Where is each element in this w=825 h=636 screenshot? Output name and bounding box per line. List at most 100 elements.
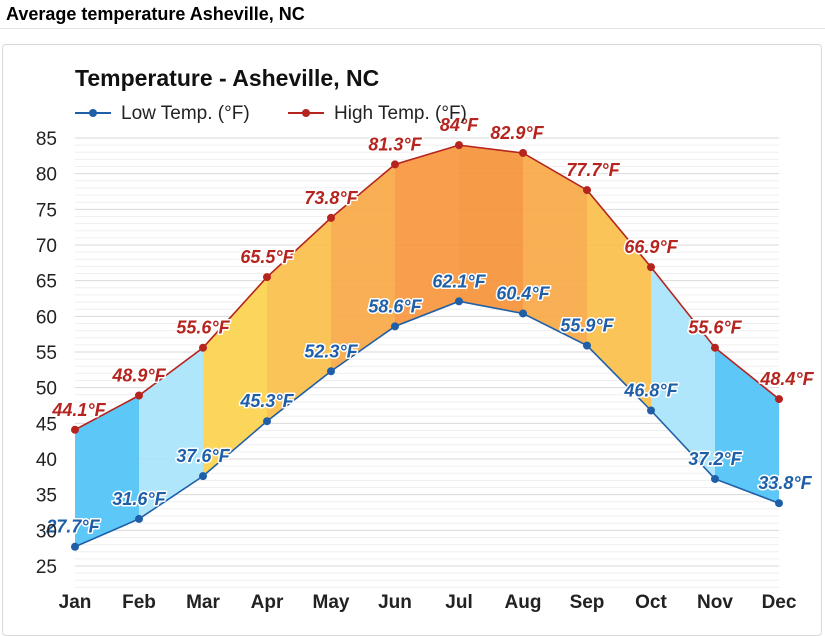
high-point-oct [647, 263, 655, 272]
high-point-jan [71, 425, 79, 434]
low-label-sep: 55.9°F [560, 316, 614, 336]
temperature-chart: 27.7°F 31.6°F 37.6°F 45.3°F 52.3°F 58.6°F 62.1… [36, 65, 816, 613]
high-label-aug: 82.9°F [490, 123, 544, 143]
high-label-jul: 84°F [440, 115, 479, 135]
legend-low[interactable]: Low Temp. (°F) [75, 103, 250, 124]
high-point-dec [775, 395, 783, 404]
low-point-jan [71, 542, 79, 551]
chart-title: Temperature - Asheville, NC [75, 65, 379, 91]
high-point-may [327, 213, 335, 222]
band-jan [75, 395, 139, 547]
page-header: Average temperature Asheville, NC [0, 0, 825, 29]
low-point-nov [711, 474, 719, 483]
x-tick-jul: Jul [445, 592, 472, 613]
y-tick-label: 50 [36, 379, 57, 400]
low-label-oct: 46.8°F [623, 380, 678, 400]
low-label-feb: 31.6°F [112, 489, 166, 509]
high-label-jun: 81.3°F [368, 134, 422, 154]
low-label-nov: 37.2°F [688, 449, 742, 469]
low-point-may [327, 367, 335, 376]
low-label-may: 52.3°F [304, 341, 358, 361]
high-point-jul [455, 141, 463, 150]
page-heading: Average temperature Asheville, NC [6, 4, 305, 24]
low-point-aug [519, 309, 527, 318]
high-point-sep [583, 186, 591, 195]
high-point-apr [263, 273, 271, 282]
high-temp-line [74, 144, 780, 431]
high-point-jun [391, 160, 399, 169]
x-tick-jan: Jan [59, 592, 92, 613]
legend-high-label: High Temp. (°F) [334, 103, 467, 124]
low-point-sep [583, 341, 591, 350]
y-tick-label: 85 [36, 129, 57, 150]
low-label-jul: 62.1°F [432, 271, 486, 291]
data-points [71, 141, 783, 551]
y-tick-label: 70 [36, 236, 57, 257]
band-may [331, 164, 395, 372]
high-label-sep: 77.7°F [566, 160, 620, 180]
low-label-apr: 45.3°F [239, 391, 294, 411]
x-tick-nov: Nov [697, 592, 733, 613]
high-label-mar: 55.6°F [176, 318, 230, 338]
high-point-feb [135, 391, 143, 400]
x-axis-ticks: Jan Feb Mar Apr May Jun Jul Aug Sep Oct Nov Dec [59, 592, 797, 613]
y-tick-label: 75 [36, 200, 57, 221]
low-point-oct [647, 406, 655, 415]
x-tick-aug: Aug [505, 592, 542, 613]
band-oct [651, 267, 715, 479]
low-point-apr [263, 417, 271, 426]
y-axis-ticks: 25 30 35 40 45 50 55 60 65 70 75 80 85 [36, 129, 57, 578]
low-label-dec: 33.8°F [758, 473, 812, 493]
x-tick-mar: Mar [186, 592, 220, 613]
low-label-jan: 27.7°F [45, 517, 100, 537]
legend-low-label: Low Temp. (°F) [121, 103, 250, 124]
x-tick-sep: Sep [570, 592, 605, 613]
high-point-mar [199, 343, 207, 352]
y-tick-label: 60 [36, 307, 57, 328]
low-point-feb [135, 514, 143, 523]
low-point-mar [199, 472, 207, 481]
y-tick-label: 80 [36, 165, 57, 186]
band-jun [395, 145, 459, 327]
legend-high[interactable]: High Temp. (°F) [288, 103, 467, 124]
high-label-jan: 44.1°F [51, 400, 106, 420]
low-label-aug: 60.4°F [496, 283, 550, 303]
high-point-aug [519, 148, 527, 157]
x-tick-apr: Apr [251, 592, 284, 613]
band-apr [267, 217, 331, 422]
band-mar [203, 277, 267, 477]
band-sep [587, 190, 651, 411]
x-tick-dec: Dec [762, 592, 797, 613]
band-jul [459, 145, 523, 314]
high-point-nov [711, 343, 719, 352]
low-label-mar: 37.6°F [176, 446, 230, 466]
high-label-may: 73.8°F [304, 188, 358, 208]
band-aug [523, 152, 587, 346]
x-tick-may: May [313, 592, 350, 613]
x-tick-feb: Feb [122, 592, 156, 613]
x-tick-jun: Jun [378, 592, 412, 613]
low-label-jun: 58.6°F [368, 296, 422, 316]
high-label-apr: 65.5°F [240, 247, 294, 267]
y-tick-label: 40 [36, 450, 57, 471]
low-point-dec [775, 499, 783, 508]
legend-low-marker [89, 109, 97, 117]
series-lines [74, 144, 780, 548]
low-point-jul [455, 297, 463, 306]
high-label-oct: 66.9°F [624, 237, 678, 257]
x-tick-oct: Oct [635, 592, 667, 613]
high-label-dec: 48.4°F [759, 369, 814, 389]
high-label-feb: 48.9°F [111, 366, 166, 386]
y-tick-label: 45 [36, 414, 57, 435]
y-tick-label: 25 [36, 557, 57, 578]
y-tick-label: 55 [36, 343, 57, 364]
y-tick-label: 35 [36, 486, 57, 507]
data-labels: 27.7°F 31.6°F 37.6°F 45.3°F 52.3°F 58.6°F 62.1… [44, 114, 816, 539]
low-temp-line [74, 300, 780, 548]
low-point-jun [391, 322, 399, 331]
legend-high-marker [302, 109, 310, 117]
y-tick-label: 65 [36, 272, 57, 293]
band-fills [75, 145, 779, 547]
y-tick-label: 30 [36, 521, 57, 542]
high-label-nov: 55.6°F [688, 318, 742, 338]
